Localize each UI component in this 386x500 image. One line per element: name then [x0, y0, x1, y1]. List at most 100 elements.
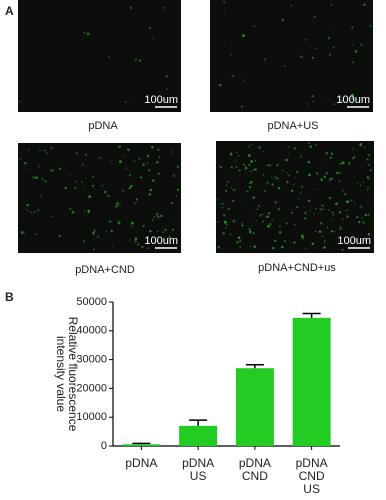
fluorescent-speck [304, 211, 307, 215]
fluorescent-speck [247, 154, 251, 157]
fluorescent-speck [259, 213, 262, 216]
fluorescent-speck [332, 213, 335, 217]
fluorescent-speck [341, 99, 345, 103]
fluorescent-speck [137, 243, 140, 246]
fluorescent-speck [251, 144, 253, 146]
fluorescent-speck [157, 215, 160, 218]
fluorescent-speck [343, 193, 347, 196]
fluorescent-speck [147, 169, 151, 172]
fluorescent-speck [338, 179, 341, 183]
fluorescent-speck [266, 181, 269, 184]
fluorescent-speck [248, 228, 251, 231]
fluorescent-speck [97, 235, 100, 239]
fluorescent-speck [248, 164, 251, 166]
fluorescent-speck [158, 156, 161, 159]
fluorescent-speck [135, 58, 137, 61]
fluorescent-speck [147, 247, 150, 250]
bar [292, 317, 331, 446]
fluorescent-speck [255, 213, 257, 215]
fluorescent-speck [322, 235, 324, 237]
fluorescent-speck [356, 182, 359, 185]
fluorescent-speck [39, 194, 42, 197]
fluorescent-speck [271, 219, 274, 222]
fluorescent-speck [278, 231, 282, 234]
fluorescent-speck [125, 167, 127, 170]
fluorescent-speck [366, 188, 369, 191]
fluorescent-speck [234, 160, 237, 163]
fluorescent-speck [352, 61, 354, 64]
fluorescent-speck [277, 186, 281, 190]
fluorescent-speck [309, 145, 313, 148]
fluorescent-speck [367, 213, 370, 216]
bar [179, 425, 218, 446]
fluorescent-speck [269, 223, 272, 226]
fluorescent-speck [240, 105, 243, 108]
fluorescent-speck [341, 161, 345, 165]
fluorescent-speck [262, 213, 264, 216]
fluorescent-speck [367, 154, 370, 157]
fluorescent-speck [41, 178, 44, 181]
fluorescent-speck [87, 209, 90, 213]
fluorescent-speck [291, 211, 293, 214]
image-caption: pDNA [88, 120, 118, 132]
fluorescent-speck [20, 231, 24, 234]
fluorescent-speck [138, 59, 142, 62]
fluorescent-speck [283, 65, 286, 67]
fluorescent-speck [44, 180, 47, 183]
fluorescent-speck [341, 189, 344, 191]
fluorescent-speck [253, 25, 256, 27]
fluorescent-speck [232, 188, 236, 192]
fluorescent-speck [248, 145, 250, 148]
fluorescent-speck [221, 206, 224, 209]
fluorescent-speck [325, 151, 328, 155]
fluorescent-speck [353, 202, 356, 205]
fluorescent-speck [364, 239, 368, 242]
fluorescent-speck [157, 148, 160, 151]
fluorescent-speck [142, 225, 145, 227]
bar [235, 368, 274, 446]
fluorescent-speck [134, 202, 136, 204]
fluorescent-speck [263, 58, 266, 61]
fluorescent-speck [250, 180, 253, 184]
fluorescent-speck [272, 246, 275, 250]
fluorescent-speck [283, 240, 286, 243]
fluorescent-speck [281, 18, 285, 22]
fluorescent-speck [367, 233, 370, 235]
fluorescent-speck [351, 93, 354, 97]
fluorescent-speck [328, 196, 332, 200]
fluorescent-speck [110, 161, 112, 163]
fluorescent-speck [24, 162, 27, 165]
fluorescent-speck [331, 211, 334, 214]
fluorescent-speck [80, 180, 83, 183]
fluorescent-speck [369, 168, 372, 172]
fluorescent-speck [351, 26, 354, 29]
fluorescent-speck [359, 205, 363, 208]
fluorescent-speck [280, 245, 284, 249]
fluorescent-speck [295, 176, 297, 179]
fluorescent-speck [328, 53, 331, 57]
fluorescent-speck [156, 160, 159, 164]
fluorescent-speck [110, 229, 113, 233]
fluorescent-speck [328, 209, 330, 212]
fluorescent-speck [271, 183, 274, 186]
fluorescent-speck [366, 176, 370, 179]
fluorescent-speck [248, 230, 252, 234]
fluorescent-speck [111, 244, 114, 247]
fluorescent-speck [320, 208, 323, 211]
fluorescent-speck [100, 157, 102, 159]
fluorescent-speck [236, 151, 238, 154]
fluorescent-speck [105, 230, 108, 233]
fluorescent-speck [151, 218, 155, 222]
scale-bar-label: 100um [144, 235, 178, 247]
fluorescent-speck [219, 83, 222, 87]
fluorescent-speck [321, 204, 325, 207]
fluorescent-speck [165, 75, 168, 78]
fluorescent-speck [129, 239, 131, 241]
fluorescent-speck [84, 153, 87, 156]
fluorescent-speck [230, 54, 232, 56]
fluorescent-speck [271, 176, 273, 178]
fluorescent-speck [363, 146, 366, 148]
fluorescent-speck [149, 229, 152, 233]
micrograph [210, 0, 373, 112]
